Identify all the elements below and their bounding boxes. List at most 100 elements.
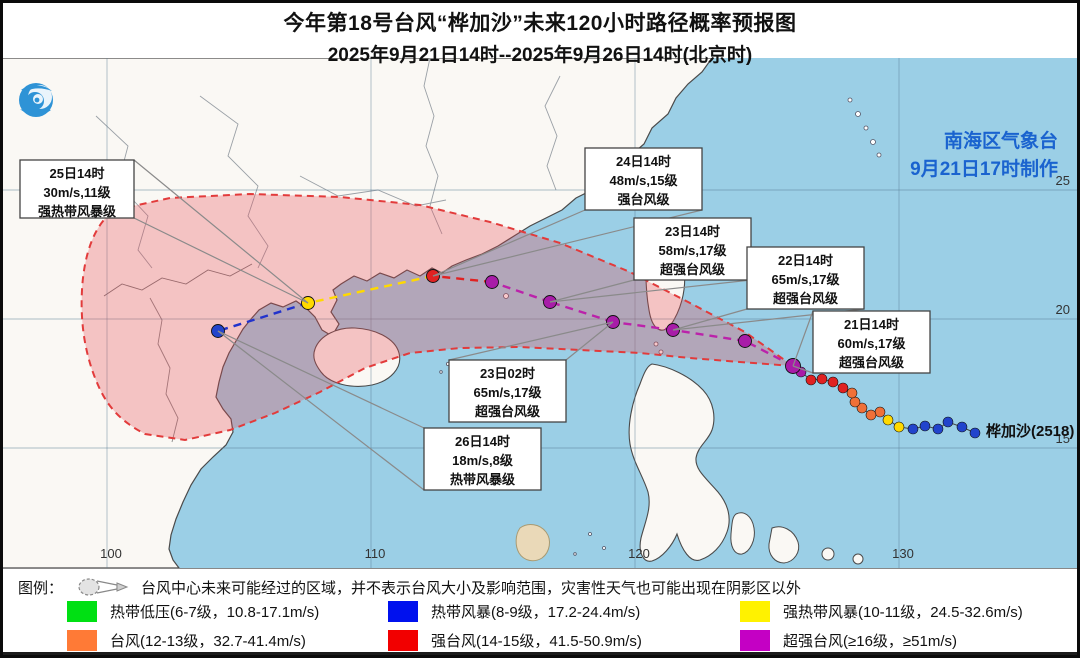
legend: 图例： 台风中心未来可能经过的区域，并不表示台风大小及影响范围，灾害性天气也可能…	[3, 568, 1077, 653]
legend-item-label: 台风(12-13级，32.7-41.4m/s)	[110, 633, 306, 650]
legend-item: 超强台风(≥16级，≥51m/s)	[740, 630, 957, 651]
lon-tick-label: 110	[365, 546, 386, 561]
lon-tick-label: 130	[892, 546, 914, 561]
forecast-label-box	[746, 246, 865, 310]
forecast-label-box	[19, 159, 135, 219]
forecast-track-segment	[549, 300, 614, 324]
observed-track-point	[865, 409, 877, 421]
legend-item: 热带低压(6-7级，10.8-17.1m/s)	[67, 601, 319, 622]
legend-item-label: 强台风(14-15级，41.5-50.9m/s)	[431, 633, 642, 650]
agency-credit: 南海区气象台 9月21日17时制作	[910, 128, 1058, 183]
observed-track-point	[882, 414, 894, 426]
bottom-bar	[0, 652, 1080, 658]
observed-track-point	[932, 423, 944, 435]
lon-tick-label: 100	[100, 546, 122, 561]
forecast-label-box	[423, 427, 542, 491]
lat-tick-label: 15	[1056, 431, 1070, 446]
lon-tick-label: 120	[628, 546, 650, 561]
legend-note-row: 图例： 台风中心未来可能经过的区域，并不表示台风大小及影响范围，灾害性天气也可能…	[18, 576, 801, 598]
forecast-label: 25日14时 30m/s,11级强热带风暴级	[19, 159, 135, 219]
forecast-label-text: 23日02时 65m/s,17级超强台风级	[474, 366, 543, 419]
legend-prefix: 图例：	[18, 579, 64, 597]
title-bar: 今年第18号台风“桦加沙”未来120小时路径概率预报图 2025年9月21日14…	[3, 3, 1077, 66]
page-title: 今年第18号台风“桦加沙”未来120小时路径概率预报图	[283, 12, 797, 35]
observed-track-point	[816, 373, 828, 385]
storm-name-label: 桦加沙(2518)	[986, 422, 1074, 440]
legend-item-label: 强热带风暴(10-11级，24.5-32.6m/s)	[783, 604, 1023, 621]
callout-pointer-line	[549, 279, 752, 303]
forecast-label-text: 26日14时 18m/s,8级热带风暴级	[450, 434, 516, 487]
forecast-label-box	[812, 310, 931, 374]
issue-time: 9月21日17时制作	[910, 158, 1058, 180]
callout-pointer-line	[217, 330, 425, 491]
observed-track-point	[942, 416, 954, 428]
legend-item: 强台风(14-15级，41.5-50.9m/s)	[388, 630, 642, 651]
forecast-label: 24日14时 48m/s,15级强台风级	[584, 147, 703, 211]
forecast-label: 22日14时 65m/s,17级超强台风级	[746, 246, 865, 310]
hainan-island	[313, 327, 401, 387]
callout-pointer-line	[133, 159, 309, 304]
legend-item-label: 热带低压(6-7级，10.8-17.1m/s)	[110, 604, 320, 621]
observed-track-point	[969, 427, 981, 439]
forecast-label-text: 22日14时 65m/s,17级超强台风级	[772, 253, 841, 306]
observed-track-point	[893, 421, 905, 433]
observed-track-point	[827, 376, 839, 388]
legend-color-swatch	[67, 601, 97, 622]
callout-pointer-line	[549, 279, 635, 303]
forecast-label-box	[584, 147, 703, 211]
forecast-track-segment	[491, 280, 551, 304]
page-subtitle-daterange: 2025年9月21日14时--2025年9月26日14时(北京时)	[327, 45, 753, 66]
forecast-track-segment	[672, 328, 746, 343]
agency-name: 南海区气象台	[943, 131, 1058, 152]
legend-item: 台风(12-13级，32.7-41.4m/s)	[67, 630, 306, 651]
observed-track-point	[856, 402, 868, 414]
legend-color-swatch	[740, 630, 770, 651]
legend-note: 台风中心未来可能经过的区域，并不表示台风大小及影响范围，灾害性天气也可能出现在阴…	[141, 579, 802, 597]
observed-track-point	[919, 420, 931, 432]
legend-item: 热带风暴(8-9级，17.2-24.4m/s)	[388, 601, 640, 622]
forecast-label: 23日02时 65m/s,17级超强台风级	[448, 359, 567, 423]
observed-track-point	[874, 406, 886, 418]
legend-item-label: 超强台风(≥16级，≥51m/s)	[783, 633, 957, 650]
typhoon-logo-icon	[19, 83, 53, 117]
callout-pointer-line	[792, 365, 814, 374]
cone-icon	[78, 578, 129, 596]
callout-pointer-line	[565, 321, 614, 361]
forecast-label-text: 25日14时 30m/s,11级强热带风暴级	[38, 166, 117, 219]
forecast-label: 23日14时 58m/s,17级超强台风级	[633, 217, 752, 281]
legend-item-label: 热带风暴(8-9级，17.2-24.4m/s)	[431, 604, 641, 621]
legend-color-swatch	[388, 601, 418, 622]
map-svg: 100 110 120 130 25 20 15 25日14时 30m/s,11级强热带风暴级…	[0, 57, 1080, 569]
forecast-callouts: 25日14时 30m/s,11级强热带风暴级 24日14时 48m/s,15级强台风级…	[19, 147, 931, 491]
forecast-track-segment	[432, 274, 493, 284]
forecast-label: 21日14时 60m/s,17级超强台风级	[812, 310, 931, 374]
callout-pointer-line	[792, 310, 814, 367]
forecast-label: 26日14时 18m/s,8级热带风暴级	[423, 427, 542, 491]
observed-track-point	[846, 387, 858, 399]
forecast-track-segment	[744, 339, 794, 368]
observed-track-point	[805, 374, 817, 386]
forecast-track-point	[485, 275, 499, 289]
forecast-track-segment	[612, 320, 674, 332]
lat-tick-label: 20	[1056, 302, 1070, 317]
observed-track-point	[837, 382, 849, 394]
map-text-layer: 桦加沙(2518)	[986, 422, 1074, 440]
observed-track-point	[956, 421, 968, 433]
graticule: 100 110 120 130 25 20 15	[0, 58, 1080, 568]
forecast-track-segment	[217, 301, 309, 333]
legend-item: 强热带风暴(10-11级，24.5-32.6m/s)	[740, 601, 1023, 622]
philippine-islands	[730, 512, 864, 565]
callout-pointer-line	[133, 217, 309, 304]
tan-island	[515, 524, 550, 562]
callout-pointer-line	[217, 330, 425, 429]
forecast-track-segment	[307, 274, 434, 305]
forecast-label-text: 21日14时 60m/s,17级超强台风级	[838, 317, 907, 370]
forecast-label-text: 23日14时 58m/s,17级超强台风级	[659, 224, 728, 277]
forecast-label-box	[448, 359, 567, 423]
observed-track-point	[907, 423, 919, 435]
forecast-track-point	[738, 334, 752, 348]
legend-color-swatch	[67, 630, 97, 651]
lat-tick-label: 25	[1056, 173, 1070, 188]
observed-track-point	[849, 396, 861, 408]
